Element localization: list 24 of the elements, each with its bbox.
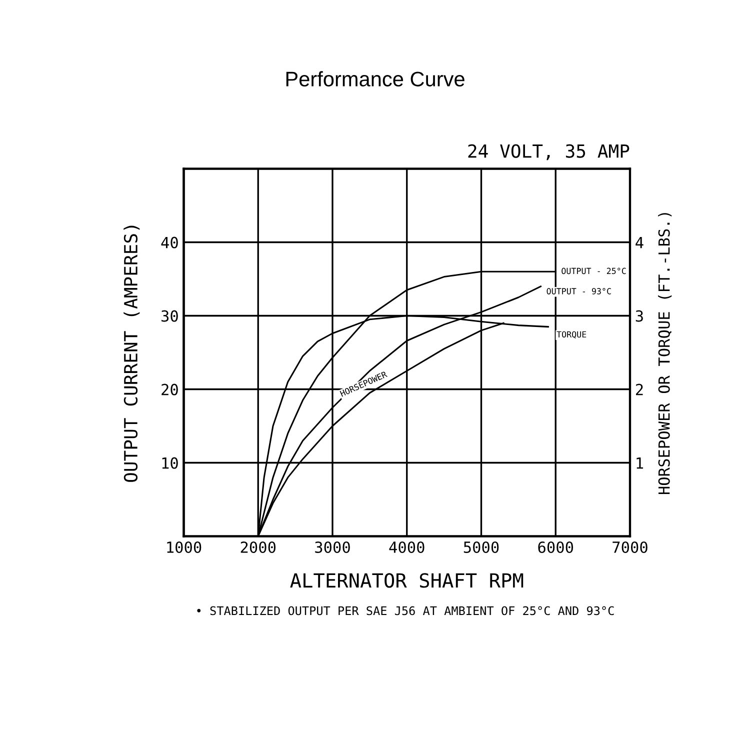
series-label: TORQUE (556, 331, 586, 339)
series-label: OUTPUT - 25°C (562, 268, 626, 274)
y-axis-title: OUTPUT CURRENT (AMPERES) (124, 226, 140, 482)
x-tick-label: 7000 (612, 541, 648, 554)
y-tick-label: 30 (162, 310, 178, 322)
y-tick-label: 20 (162, 384, 178, 396)
y2-tick-label: 2 (636, 384, 643, 396)
y2-axis-title: HORSEPOWER OR TORQUE (FT.-LBS.) (658, 213, 672, 494)
series-label: OUTPUT - 93°C (546, 288, 611, 294)
chart-subtitle: 24 VOLT, 35 AMP (468, 144, 630, 160)
x-tick-label: 6000 (538, 541, 574, 554)
y-tick-label: 40 (161, 236, 178, 248)
x-tick-label: 2000 (240, 541, 276, 554)
x-axis-title: ALTERNATOR SHAFT RPM (290, 573, 524, 588)
y2-tick-label: 1 (636, 457, 644, 469)
x-tick-label: 3000 (315, 541, 350, 554)
text: • STABILIZED OUTPUT PER SAE J56 AT AMBIENT OF 25°C AND 93°C (197, 606, 614, 616)
x-tick-label: 1000 (167, 541, 202, 554)
y2-tick-label: 4 (636, 236, 644, 248)
x-tick-label: 5000 (464, 541, 499, 554)
chart-title: Performance Curve (286, 71, 464, 86)
x-tick-label: 4000 (389, 541, 424, 554)
y-tick-label: 10 (162, 457, 178, 469)
y2-tick-label: 3 (636, 310, 643, 322)
